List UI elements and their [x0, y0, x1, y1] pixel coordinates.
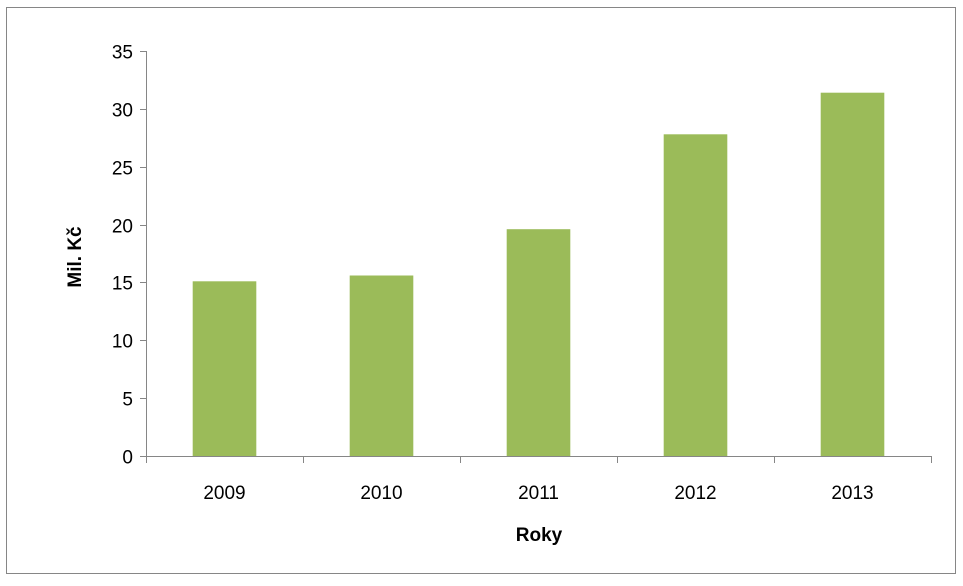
bar-2009: [192, 281, 257, 456]
y-tick-label: 35: [112, 43, 133, 64]
y-tick-label: 20: [112, 217, 133, 238]
bar-2012: [663, 134, 728, 457]
bar-2011: [506, 229, 571, 456]
x-tick-label: 2013: [831, 483, 873, 504]
x-tick-label: 2012: [674, 483, 716, 504]
axes-layer: [140, 51, 932, 463]
bar-2013: [820, 92, 885, 456]
y-tick-label: 25: [112, 159, 133, 180]
x-tick-label: 2010: [360, 483, 402, 504]
bars-layer: [192, 92, 885, 457]
labels-layer: 0 5 10 15 20 25 30 35 2009 2010 2011 2012 2013: [112, 43, 874, 505]
bar-2010: [349, 275, 414, 456]
x-tick-label: 2011: [518, 483, 559, 504]
y-tick-label: 10: [112, 332, 133, 353]
y-tick-label: 0: [122, 448, 133, 469]
x-tick-label: 2009: [203, 483, 245, 504]
y-tick-label: 5: [122, 390, 133, 411]
y-tick-label: 30: [112, 101, 133, 122]
chart-border: [6, 7, 956, 574]
y-axis-title: Mil. Kč: [65, 226, 86, 288]
y-tick-label: 15: [112, 274, 133, 295]
x-axis-title: Roky: [516, 525, 563, 546]
